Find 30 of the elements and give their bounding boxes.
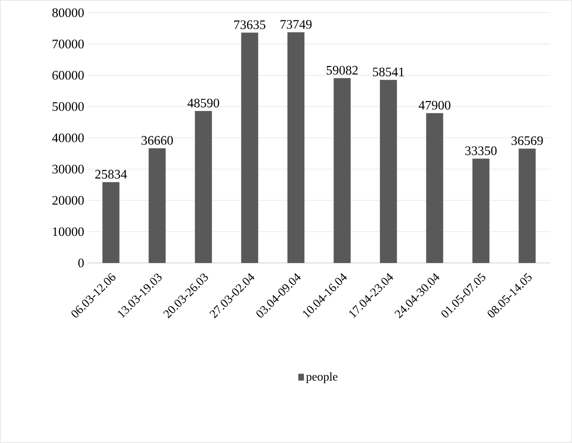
- bar: [518, 148, 536, 264]
- y-tick-label: 70000: [52, 40, 84, 48]
- data-label: 58541: [372, 68, 404, 76]
- y-tick-label: 40000: [52, 134, 84, 142]
- y-tick-label: 50000: [52, 102, 84, 111]
- bar: [241, 32, 258, 264]
- data-label: 33350: [465, 146, 497, 156]
- data-label: 48590: [187, 98, 220, 108]
- y-tick-label: 60000: [52, 70, 84, 80]
- data-label: 73749: [280, 20, 312, 29]
- bar: [148, 148, 166, 264]
- data-label: 47900: [418, 100, 450, 110]
- data-label: 25834: [95, 170, 127, 179]
- data-label: 59082: [326, 66, 358, 75]
- bar: [334, 78, 351, 264]
- y-tick-label: 10000: [53, 227, 84, 236]
- bar: [194, 111, 212, 264]
- data-label: 36660: [142, 136, 173, 145]
- bar: [426, 113, 444, 264]
- data-label: 73635: [234, 20, 266, 30]
- y-tick-label: 0: [78, 258, 84, 268]
- bar: [287, 32, 304, 264]
- y-tick-label: 20000: [52, 196, 84, 205]
- data-label: 36569: [512, 136, 543, 146]
- legend-label: people: [306, 372, 338, 384]
- bar: [380, 80, 397, 264]
- bar: [102, 182, 120, 264]
- y-tick-label: 80000: [52, 8, 84, 18]
- bar: [472, 158, 490, 264]
- y-tick-label: 30000: [52, 164, 84, 174]
